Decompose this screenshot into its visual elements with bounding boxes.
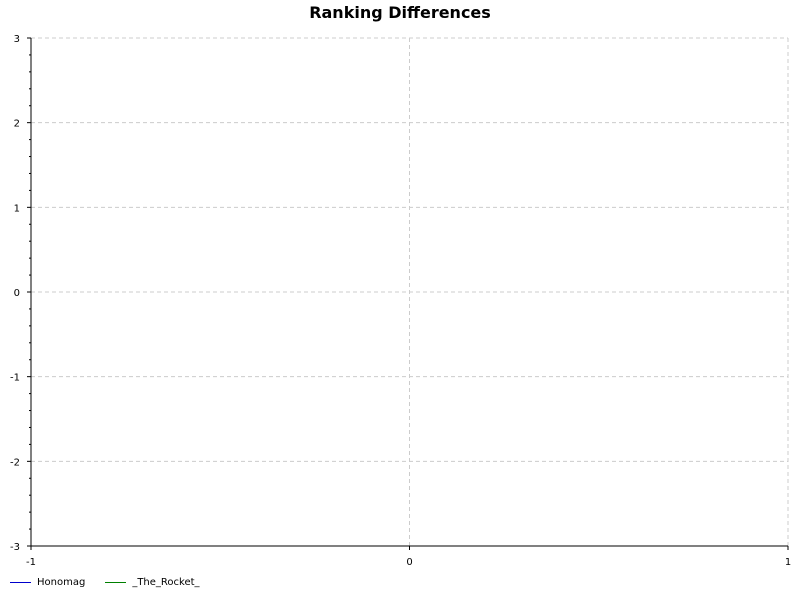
y-tick-label-6: 3 bbox=[14, 34, 20, 45]
y-tick-label-3: 0 bbox=[14, 288, 20, 299]
x-tick-label-1: 0 bbox=[406, 557, 412, 568]
chart-title: Ranking Differences bbox=[309, 3, 491, 22]
legend-swatch-the-rocket bbox=[105, 582, 127, 583]
legend: Honomag _The_Rocket_ bbox=[10, 577, 200, 588]
legend-label-honomag: Honomag bbox=[37, 577, 86, 588]
y-tick-label-5: 2 bbox=[14, 119, 20, 130]
y-tick-label-2: -1 bbox=[10, 373, 20, 384]
legend-item-the-rocket: _The_Rocket_ bbox=[105, 577, 200, 588]
legend-label-the-rocket: _The_Rocket_ bbox=[132, 577, 200, 588]
legend-swatch-honomag bbox=[10, 582, 31, 583]
x-tick-label-0: -1 bbox=[26, 557, 36, 568]
y-tick-label-0: -3 bbox=[10, 542, 20, 553]
y-tick-label-1: -2 bbox=[10, 457, 20, 468]
y-tick-label-4: 1 bbox=[14, 203, 20, 214]
legend-item-honomag: Honomag bbox=[10, 577, 85, 588]
x-tick-label-2: 1 bbox=[785, 557, 791, 568]
